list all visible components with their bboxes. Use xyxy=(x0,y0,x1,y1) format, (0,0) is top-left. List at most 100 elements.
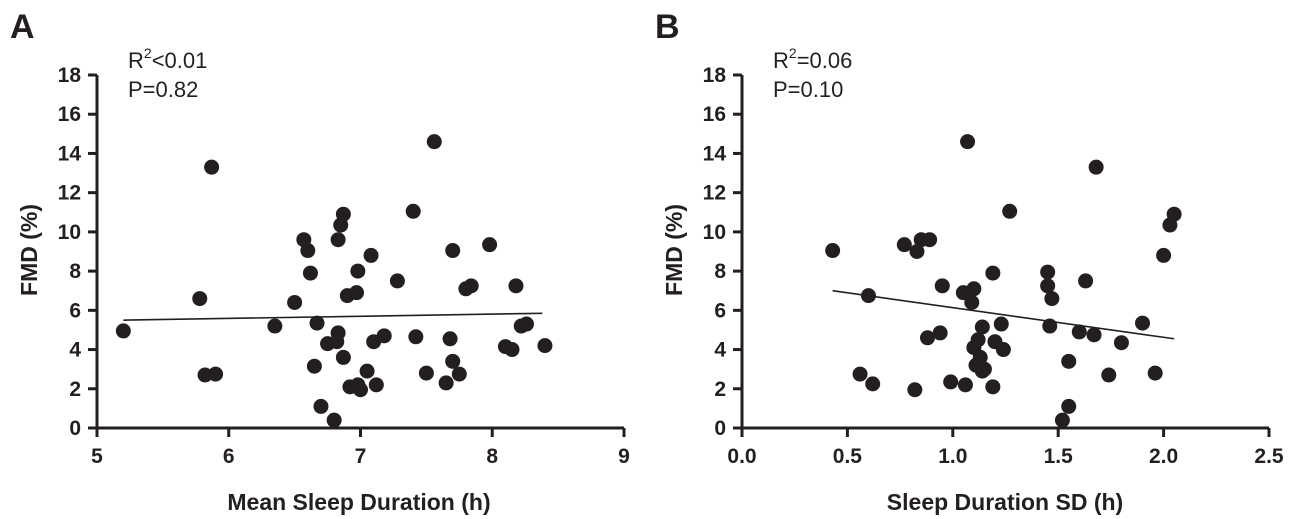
panel-a-data-point xyxy=(267,318,283,334)
panel-a-data-point xyxy=(508,278,524,294)
panel-b-x-axis-title: Sleep Duration SD (h) xyxy=(887,489,1123,515)
panel-b-data-point xyxy=(1054,412,1070,428)
panel-a-y-tick-label: 10 xyxy=(58,221,81,244)
panel-a-y-tick-label: 16 xyxy=(58,103,81,126)
panel-a-x-tick-label: 6 xyxy=(223,445,235,468)
panel-b-y-tick-label: 16 xyxy=(703,103,726,126)
panel-b-data-point xyxy=(1061,398,1077,414)
panel-b-data-point xyxy=(896,237,912,253)
panel-b-y-tick-label: 14 xyxy=(703,142,727,165)
panel-b-data-point xyxy=(1086,327,1102,343)
panel-b-y-tick-label: 2 xyxy=(714,378,726,401)
panel-b-data-point xyxy=(943,374,959,390)
panel-b-data-point xyxy=(964,294,980,310)
panel-a-letter: A xyxy=(10,8,35,46)
panel-a-data-point xyxy=(451,366,467,382)
panel-b-data-point xyxy=(993,316,1009,332)
panel-a-plot-area: 0 2 4 6 8 10 12 14 16 18 5 6 7 8 9 xyxy=(58,64,630,468)
panel-b-x-tick-label: 2.0 xyxy=(1149,445,1178,468)
panel-a-data-point xyxy=(408,329,424,345)
panel-b-data-point xyxy=(920,330,936,346)
panel-b: B R2=0.06 P=0.10 FMD (%) Sleep Duration … xyxy=(655,8,1284,515)
panel-b-data-point xyxy=(1078,273,1094,289)
panel-a-data-point xyxy=(208,366,224,382)
panel-b-data-point xyxy=(985,379,1001,395)
panel-a-data-point xyxy=(335,206,351,222)
panel-a-y-tick-label: 14 xyxy=(58,142,82,165)
panel-a-x-tick-label: 7 xyxy=(355,445,367,468)
panel-b-y-tick-label: 18 xyxy=(703,64,727,87)
panel-a-y-tick-label: 8 xyxy=(69,260,81,283)
panel-b-data-point xyxy=(995,342,1011,358)
panel-a-data-point xyxy=(438,375,454,391)
panel-b-data-point xyxy=(1101,367,1117,383)
panel-b-y-tick-label: 8 xyxy=(714,260,726,283)
panel-a-x-tick-label: 9 xyxy=(618,445,630,468)
panel-b-data-point xyxy=(1040,264,1056,280)
panel-a-data-point xyxy=(330,232,346,248)
panel-b-data-point xyxy=(1147,365,1163,381)
panel-b-y-tick-label: 12 xyxy=(703,182,726,205)
panel-b-data-point xyxy=(972,349,988,365)
panel-b-x-tick-label: 1.0 xyxy=(938,445,967,468)
panel-a-data-point xyxy=(426,134,442,150)
panel-a-y-tick-label: 2 xyxy=(69,378,81,401)
panel-a-y-tick-label: 12 xyxy=(58,182,81,205)
panel-a-data-point xyxy=(418,365,434,381)
panel-b-data-point xyxy=(960,134,976,150)
panel-a-data-point xyxy=(300,243,316,259)
panel-b-plot-area: 0 2 4 6 8 10 12 14 16 18 0.0 0.5 1.0 1.5 2.0 2.5 xyxy=(703,64,1284,468)
panel-a-data-point xyxy=(326,412,342,428)
panel-b-r2-text: R2=0.06 xyxy=(773,45,852,73)
panel-a-regression-line xyxy=(123,312,543,321)
panel-b-data-point xyxy=(1002,203,1018,219)
panel-a-data-point xyxy=(405,203,421,219)
panel-b-y-tick-label: 0 xyxy=(714,417,726,440)
panel-a-data-point xyxy=(359,363,375,379)
panel-b-letter: B xyxy=(655,8,680,46)
panel-a-data-point xyxy=(482,237,498,253)
panel-b-data-point xyxy=(1166,206,1182,222)
panel-a-data-point xyxy=(363,247,379,263)
panel-a-x-axis-title: Mean Sleep Duration (h) xyxy=(227,489,490,515)
panel-a: A R2<0.01 P=0.82 FMD (%) Mean Sleep Dura… xyxy=(10,8,630,515)
panel-a-data-point xyxy=(368,377,384,393)
panel-a-p-text: P=0.82 xyxy=(128,77,198,102)
panel-b-x-tick-label: 0.0 xyxy=(727,445,756,468)
panel-b-data-point xyxy=(976,361,992,377)
panel-b-data-point xyxy=(1088,159,1104,175)
panel-b-y-tick-label: 4 xyxy=(714,339,726,362)
panel-b-p-text: P=0.10 xyxy=(773,77,843,102)
panel-a-data-point xyxy=(519,316,535,332)
panel-b-data-point xyxy=(860,288,876,304)
panel-a-data-point xyxy=(353,382,368,398)
panel-a-data-point xyxy=(349,285,365,301)
panel-a-data-point xyxy=(389,273,405,289)
panel-a-data-point xyxy=(504,342,520,358)
panel-a-y-tick-label: 18 xyxy=(58,64,82,87)
panel-a-y-tick-label: 6 xyxy=(69,299,81,322)
panel-a-y-axis-title: FMD (%) xyxy=(16,204,42,296)
panel-b-data-point xyxy=(825,243,841,259)
panel-a-data-point xyxy=(287,294,303,310)
panel-b-data-point xyxy=(1040,278,1056,294)
panel-a-data-point xyxy=(330,325,346,341)
panel-b-data-point xyxy=(865,376,881,392)
panel-b-x-tick-label: 2.5 xyxy=(1254,445,1284,468)
panel-b-data-point xyxy=(970,332,986,348)
panel-a-x-tick-label: 5 xyxy=(91,445,103,468)
panel-a-data-point xyxy=(204,159,220,175)
panel-b-data-point xyxy=(907,382,923,398)
panel-a-data-point xyxy=(313,398,329,414)
panel-b-data-point xyxy=(985,265,1001,281)
panel-b-x-tick-label: 1.5 xyxy=(1044,445,1074,468)
panel-a-data-point xyxy=(309,315,325,331)
panel-a-data-point xyxy=(463,278,479,294)
panel-b-data-point xyxy=(934,278,950,294)
panel-a-data-point xyxy=(350,263,366,279)
panel-b-y-tick-label: 10 xyxy=(703,221,726,244)
panel-a-x-tick-label: 8 xyxy=(486,445,498,468)
panel-b-data-point xyxy=(974,319,990,335)
panel-b-y-tick-label: 6 xyxy=(714,299,726,322)
